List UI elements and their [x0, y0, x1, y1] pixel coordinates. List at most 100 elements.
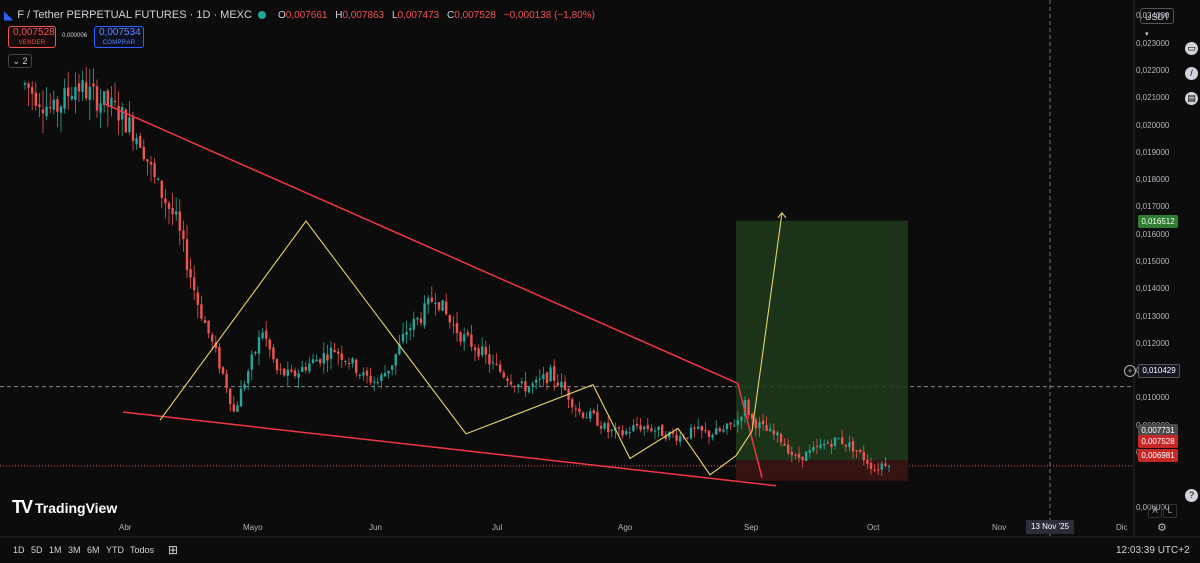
candle — [92, 67, 95, 100]
ohlc-close-key: C — [447, 9, 455, 21]
candle — [74, 72, 77, 114]
range-button-3m[interactable]: 3M — [68, 545, 81, 555]
candle — [369, 367, 372, 386]
candle — [866, 453, 869, 469]
candle — [326, 344, 329, 372]
candle — [531, 381, 534, 394]
ohlc-low-key: L — [391, 9, 398, 21]
candle — [711, 433, 714, 441]
candle — [754, 417, 757, 437]
upper-trendline-ext[interactable] — [737, 383, 763, 478]
buy-button[interactable]: 0,007534 COMPRAR — [94, 26, 144, 48]
lower-trendline[interactable] — [122, 411, 777, 487]
candle — [121, 102, 124, 136]
candle — [596, 404, 599, 427]
candle — [110, 85, 113, 117]
candle — [257, 330, 261, 366]
range-button-todos[interactable]: Todos — [130, 545, 155, 555]
upper-trendline[interactable] — [103, 103, 739, 385]
candle — [603, 421, 606, 431]
ohlc-open: 0,007661 — [285, 9, 328, 21]
candle — [671, 427, 675, 439]
stop-zone[interactable] — [736, 460, 908, 481]
add-level-icon[interactable]: + — [1124, 365, 1136, 377]
candle — [265, 321, 268, 348]
candle — [351, 357, 354, 368]
sell-button[interactable]: 0,007528 VENDER — [8, 26, 56, 48]
candle — [106, 88, 109, 127]
candle — [311, 353, 315, 364]
candle — [232, 395, 235, 413]
candle — [855, 449, 858, 459]
spread-value: 0,000006 — [62, 33, 88, 39]
candle — [679, 430, 682, 447]
candle — [801, 456, 804, 468]
candle — [830, 439, 833, 454]
price-tick-label: 0,021000 — [1136, 93, 1170, 103]
price-tick-label: 0,024000 — [1136, 11, 1170, 21]
range-button-5d[interactable]: 5D — [31, 545, 43, 555]
candle — [884, 456, 887, 468]
range-button-6m[interactable]: 6M — [87, 545, 100, 555]
help-icon[interactable]: ? — [1185, 489, 1198, 502]
wave-projection[interactable] — [159, 212, 783, 476]
candle — [776, 430, 779, 444]
sell-label: VENDER — [18, 40, 46, 46]
line-tool-icon[interactable]: / — [1185, 67, 1198, 80]
candle — [358, 373, 361, 380]
candle — [625, 428, 628, 436]
candle — [131, 111, 135, 151]
time-tick-label: Oct — [867, 523, 880, 532]
range-button-1m[interactable]: 1M — [49, 545, 62, 555]
date-range-icon[interactable]: ⊞ — [168, 543, 179, 557]
candle — [308, 356, 311, 374]
candle — [473, 343, 477, 361]
candle — [27, 81, 30, 107]
range-button-1d[interactable]: 1D — [13, 545, 25, 555]
auto-scale-button[interactable]: A — [1148, 504, 1162, 518]
candle — [211, 332, 214, 351]
buy-label: COMPRAR — [102, 40, 136, 46]
candle — [445, 293, 448, 316]
book-icon[interactable]: ▤ — [1185, 92, 1198, 105]
candle — [499, 360, 502, 374]
time-tick-label: Nov — [992, 523, 1007, 532]
symbol-title[interactable]: F / Tether PERPETUAL FUTURES · 1D · MEXC — [17, 9, 252, 21]
profit-zone[interactable] — [736, 220, 908, 461]
candle — [247, 368, 250, 391]
symbol-header[interactable]: ◣ F / Tether PERPETUAL FUTURES · 1D · ME… — [4, 8, 600, 22]
candle — [495, 353, 498, 366]
log-scale-button[interactable]: L — [1163, 504, 1177, 518]
candle — [610, 428, 613, 438]
currency-select[interactable]: USDT ▾ — [1140, 8, 1174, 38]
candle — [157, 177, 160, 181]
candle — [333, 342, 336, 353]
price-tick-label: 0,013000 — [1136, 311, 1170, 321]
candle — [657, 426, 660, 438]
candle — [391, 365, 394, 376]
candle — [535, 376, 538, 390]
candle — [848, 435, 851, 452]
time-tick-label: Ago — [618, 523, 633, 532]
range-button-ytd[interactable]: YTD — [106, 545, 124, 555]
candle — [319, 358, 322, 367]
rect-tool-icon[interactable]: ▭ — [1185, 42, 1198, 55]
candle — [769, 422, 772, 432]
candle — [182, 220, 185, 252]
candle — [185, 224, 189, 278]
settings-icon[interactable]: ⚙ — [1157, 522, 1167, 534]
candle — [416, 316, 419, 326]
candle — [812, 441, 815, 453]
candle — [459, 330, 462, 346]
candle — [38, 92, 41, 118]
candle — [344, 359, 347, 366]
candle — [599, 420, 603, 435]
candle — [628, 426, 631, 439]
candle — [661, 423, 664, 437]
candle — [686, 437, 689, 440]
candle — [239, 380, 243, 407]
candle — [225, 369, 228, 394]
indicator-toggle[interactable]: ⌄ 2 — [8, 54, 32, 68]
candle — [304, 361, 307, 374]
